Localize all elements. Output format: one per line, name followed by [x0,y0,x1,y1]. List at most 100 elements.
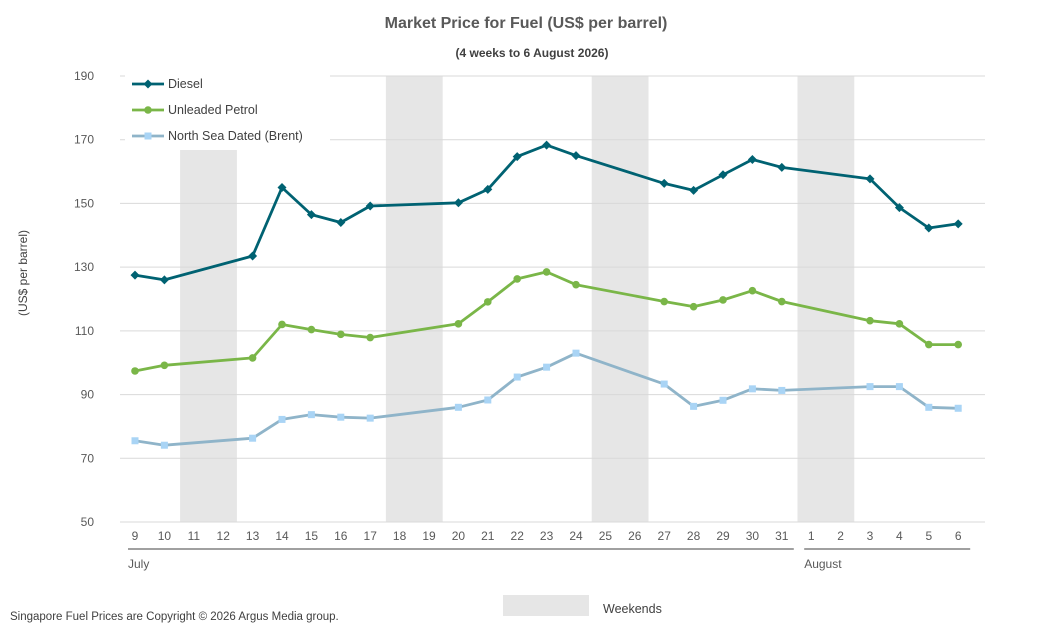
point-unleaded-petrol-23 [542,268,551,276]
point-unleaded-petrol-6 [954,340,962,349]
point-diesel-9 [130,270,140,280]
legend-label-north-sea-dated-brent: North Sea Dated (Brent) [168,129,303,143]
x-tick-label-21-12: 21 [481,529,495,543]
x-tick-label-20-11: 20 [452,529,466,543]
point-unleaded-petrol-13 [248,354,257,362]
legend-marker-diesel [143,79,153,89]
point-diesel-23 [542,140,552,150]
point-unleaded-petrol-22 [513,275,521,283]
x-tick-label-11-2: 11 [188,529,201,543]
point-unleaded-petrol-15 [307,325,316,334]
point-diesel-24 [571,151,581,161]
point-north-sea-dated-brent-16 [337,413,345,421]
weekend-band-4 [797,76,855,522]
point-unleaded-petrol-28 [689,302,698,311]
point-north-sea-dated-brent-17 [366,414,374,422]
point-diesel-4 [894,203,904,213]
x-tick-label-31-22: 31 [775,529,789,543]
point-north-sea-dated-brent-13 [249,434,257,442]
point-north-sea-dated-brent-24 [572,349,580,357]
x-tick-label-4-26: 4 [896,529,903,543]
x-tick-label-9-0: 9 [132,529,139,543]
point-north-sea-dated-brent-9 [131,437,139,445]
x-tick-label-13-4: 13 [246,529,260,543]
weekend-band-1 [180,149,237,522]
weekend-band-3 [591,76,649,522]
x-tick-label-25-16: 25 [599,529,613,543]
point-unleaded-petrol-9 [131,367,139,375]
x-tick-label-22-13: 22 [511,529,525,543]
weekend-bands [180,76,855,522]
point-north-sea-dated-brent-27 [660,380,668,388]
point-unleaded-petrol-16 [337,330,345,339]
y-tick-label-90: 90 [81,388,95,402]
point-unleaded-petrol-3 [866,316,874,325]
point-north-sea-dated-brent-6 [954,404,962,412]
legend-marker-north-sea-dated-brent [144,132,152,140]
point-unleaded-petrol-31 [778,297,786,306]
point-diesel-10 [159,275,169,285]
point-north-sea-dated-brent-29 [719,396,727,404]
month-label-july: July [128,557,149,571]
point-diesel-30 [747,154,757,164]
point-diesel-14 [277,183,287,192]
point-north-sea-dated-brent-23 [543,363,551,371]
x-tick-label-3-25: 3 [867,529,874,543]
point-north-sea-dated-brent-28 [690,402,698,410]
y-tick-label-150: 150 [74,196,94,210]
point-diesel-27 [659,178,669,188]
y-tick-label-130: 130 [74,260,94,274]
x-tick-label-30-21: 30 [746,529,760,543]
x-tick-label-28-19: 28 [687,529,701,543]
point-north-sea-dated-brent-4 [895,383,903,391]
x-tick-label-26-17: 26 [628,529,642,543]
x-tick-label-18-9: 18 [393,529,407,543]
point-north-sea-dated-brent-21 [484,396,492,404]
point-diesel-15 [306,210,316,220]
x-tick-label-23-14: 23 [540,529,554,543]
point-unleaded-petrol-27 [660,297,668,306]
point-north-sea-dated-brent-14 [278,415,286,423]
x-tick-label-19-10: 19 [422,529,436,543]
x-tick-label-15-6: 15 [305,529,319,543]
x-tick-label-10-1: 10 [158,529,172,543]
point-unleaded-petrol-10 [160,361,169,370]
legend: Diesel Unleaded Petrol North Sea Dated (Br… [132,77,303,143]
x-tick-label-5-27: 5 [925,529,932,543]
point-north-sea-dated-brent-22 [513,373,521,381]
series-lines [130,140,963,449]
x-tick-label-29-20: 29 [716,529,730,543]
y-axis-label: (US$ per barrel) [16,230,30,316]
point-north-sea-dated-brent-3 [866,383,874,391]
x-tick-label-24-15: 24 [569,529,583,543]
point-unleaded-petrol-21 [484,298,492,306]
point-diesel-22 [512,152,522,162]
point-diesel-20 [453,198,463,208]
y-tick-label-50: 50 [81,515,95,529]
legend-marker-unleaded-petrol [144,106,152,114]
point-unleaded-petrol-20 [454,320,463,328]
month-label-august: August [804,557,842,571]
y-tick-label-190: 190 [74,69,94,83]
point-unleaded-petrol-5 [925,340,933,349]
point-north-sea-dated-brent-5 [925,403,933,411]
weekends-legend-swatch [503,595,589,616]
point-diesel-17 [365,201,375,211]
point-diesel-5 [924,223,934,233]
point-diesel-3 [865,174,875,184]
point-north-sea-dated-brent-31 [778,386,786,394]
y-tick-label-110: 110 [75,324,94,338]
legend-label-diesel: Diesel [168,77,203,91]
x-tick-label-16-7: 16 [334,529,348,543]
point-diesel-16 [336,218,346,228]
x-tick-label-17-8: 17 [364,529,378,543]
x-tick-label-27-18: 27 [658,529,672,543]
x-tick-label-6-28: 6 [955,529,962,543]
point-north-sea-dated-brent-20 [454,403,462,411]
point-unleaded-petrol-17 [366,333,375,342]
point-north-sea-dated-brent-30 [748,385,756,393]
point-unleaded-petrol-30 [748,286,757,295]
point-north-sea-dated-brent-10 [160,441,168,449]
